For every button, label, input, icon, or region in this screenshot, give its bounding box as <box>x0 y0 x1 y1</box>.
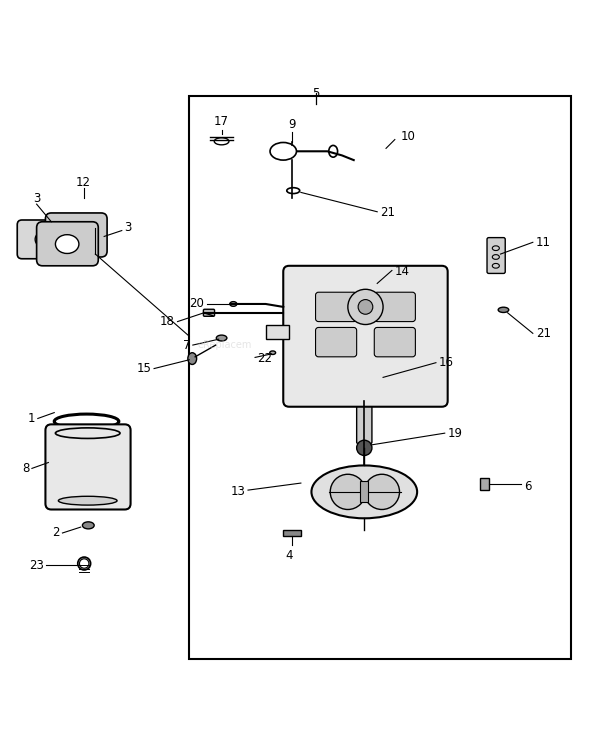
Ellipse shape <box>83 522 94 529</box>
Bar <box>359 481 368 502</box>
Ellipse shape <box>498 307 509 313</box>
Ellipse shape <box>364 474 399 510</box>
Text: 4: 4 <box>286 549 293 562</box>
Ellipse shape <box>78 557 91 570</box>
FancyBboxPatch shape <box>374 328 415 357</box>
Text: 7: 7 <box>183 339 191 351</box>
Ellipse shape <box>358 299 373 314</box>
FancyBboxPatch shape <box>316 328 357 357</box>
Text: 3: 3 <box>124 221 132 234</box>
Text: 14: 14 <box>395 265 410 278</box>
Text: 8: 8 <box>22 462 30 475</box>
Text: eReplacem: eReplacem <box>197 340 252 350</box>
Text: 10: 10 <box>401 130 415 143</box>
Text: 22: 22 <box>257 352 272 365</box>
FancyBboxPatch shape <box>45 424 130 510</box>
Text: 9: 9 <box>289 117 296 131</box>
Ellipse shape <box>217 335 227 341</box>
Text: 18: 18 <box>160 315 175 328</box>
Ellipse shape <box>312 465 417 519</box>
FancyBboxPatch shape <box>37 221 99 266</box>
Text: 20: 20 <box>189 297 204 311</box>
Ellipse shape <box>348 289 383 325</box>
FancyBboxPatch shape <box>487 238 505 273</box>
Ellipse shape <box>359 269 377 275</box>
Text: 5: 5 <box>312 87 319 100</box>
Text: 6: 6 <box>524 479 532 493</box>
FancyBboxPatch shape <box>204 309 215 317</box>
FancyBboxPatch shape <box>45 213 107 257</box>
Bar <box>480 478 489 490</box>
Text: 17: 17 <box>214 115 229 128</box>
Circle shape <box>80 559 89 568</box>
Text: 12: 12 <box>76 176 91 189</box>
Ellipse shape <box>230 302 237 306</box>
Bar <box>266 325 289 340</box>
Ellipse shape <box>270 351 276 354</box>
Ellipse shape <box>188 353 196 365</box>
Ellipse shape <box>359 278 377 283</box>
Ellipse shape <box>35 230 55 248</box>
Ellipse shape <box>58 496 117 505</box>
FancyBboxPatch shape <box>357 402 372 444</box>
Text: 23: 23 <box>29 559 44 572</box>
Ellipse shape <box>359 286 377 292</box>
Circle shape <box>357 440 372 455</box>
Bar <box>283 530 301 536</box>
Text: 19: 19 <box>448 426 463 440</box>
Ellipse shape <box>55 235 79 253</box>
Text: 3: 3 <box>33 192 40 205</box>
FancyBboxPatch shape <box>283 266 448 406</box>
Text: 11: 11 <box>536 236 550 249</box>
Bar <box>189 96 571 659</box>
Text: 13: 13 <box>230 485 245 499</box>
FancyBboxPatch shape <box>374 292 415 322</box>
FancyBboxPatch shape <box>316 292 357 322</box>
Text: 1: 1 <box>28 412 35 425</box>
Ellipse shape <box>330 474 365 510</box>
Text: 16: 16 <box>439 356 454 369</box>
Text: 15: 15 <box>136 362 151 375</box>
FancyBboxPatch shape <box>17 220 74 259</box>
Text: 2: 2 <box>53 527 60 539</box>
Text: 21: 21 <box>536 327 550 340</box>
Ellipse shape <box>64 226 88 244</box>
Text: 21: 21 <box>380 207 395 219</box>
